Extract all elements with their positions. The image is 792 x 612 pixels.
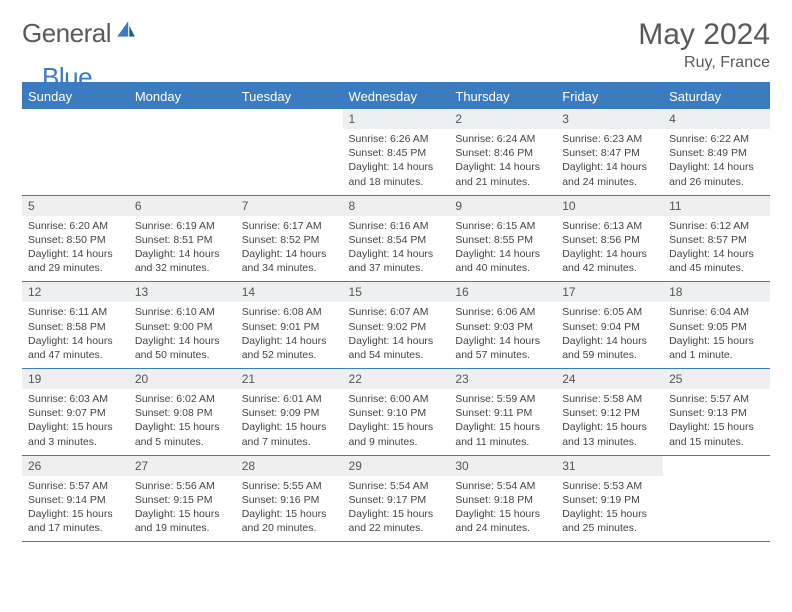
day-number-cell: 23 — [449, 369, 556, 390]
daynum-row: 567891011 — [22, 195, 770, 216]
day-detail-cell: Sunrise: 6:15 AMSunset: 8:55 PMDaylight:… — [449, 216, 556, 282]
sail-icon — [115, 19, 137, 41]
logo-text-b: Blue — [42, 62, 92, 93]
day-header: Friday — [556, 83, 663, 109]
day-number-cell: 16 — [449, 282, 556, 303]
title-block: May 2024 Ruy, France — [638, 18, 770, 72]
header: General May 2024 Ruy, France — [22, 18, 770, 72]
day-detail-cell: Sunrise: 6:26 AMSunset: 8:45 PMDaylight:… — [343, 129, 450, 195]
day-detail-cell: Sunrise: 5:59 AMSunset: 9:11 PMDaylight:… — [449, 389, 556, 455]
day-detail-cell: Sunrise: 6:17 AMSunset: 8:52 PMDaylight:… — [236, 216, 343, 282]
day-number-cell: 20 — [129, 369, 236, 390]
day-number-cell: 2 — [449, 109, 556, 129]
day-number-cell: 7 — [236, 195, 343, 216]
day-detail-cell: Sunrise: 6:19 AMSunset: 8:51 PMDaylight:… — [129, 216, 236, 282]
day-detail-cell: Sunrise: 5:58 AMSunset: 9:12 PMDaylight:… — [556, 389, 663, 455]
day-number-cell: 29 — [343, 455, 450, 476]
day-detail-cell: Sunrise: 6:08 AMSunset: 9:01 PMDaylight:… — [236, 302, 343, 368]
day-detail-cell: Sunrise: 5:55 AMSunset: 9:16 PMDaylight:… — [236, 476, 343, 542]
day-detail-cell: Sunrise: 6:02 AMSunset: 9:08 PMDaylight:… — [129, 389, 236, 455]
day-detail-cell: Sunrise: 5:54 AMSunset: 9:17 PMDaylight:… — [343, 476, 450, 542]
day-detail-cell: Sunrise: 6:00 AMSunset: 9:10 PMDaylight:… — [343, 389, 450, 455]
day-header: Tuesday — [236, 83, 343, 109]
day-number-cell: 31 — [556, 455, 663, 476]
day-number-cell: 3 — [556, 109, 663, 129]
day-number-cell: 5 — [22, 195, 129, 216]
day-detail-cell: Sunrise: 6:24 AMSunset: 8:46 PMDaylight:… — [449, 129, 556, 195]
day-number-cell: 18 — [663, 282, 770, 303]
detail-row: Sunrise: 6:03 AMSunset: 9:07 PMDaylight:… — [22, 389, 770, 455]
daynum-row: 12131415161718 — [22, 282, 770, 303]
day-number-cell: 9 — [449, 195, 556, 216]
day-number-cell — [129, 109, 236, 129]
day-number-cell: 28 — [236, 455, 343, 476]
day-number-cell: 11 — [663, 195, 770, 216]
day-header: Wednesday — [343, 83, 450, 109]
day-number-cell: 30 — [449, 455, 556, 476]
day-header-row: SundayMondayTuesdayWednesdayThursdayFrid… — [22, 83, 770, 109]
day-detail-cell: Sunrise: 6:22 AMSunset: 8:49 PMDaylight:… — [663, 129, 770, 195]
day-detail-cell: Sunrise: 6:12 AMSunset: 8:57 PMDaylight:… — [663, 216, 770, 282]
day-detail-cell: Sunrise: 6:05 AMSunset: 9:04 PMDaylight:… — [556, 302, 663, 368]
day-detail-cell — [663, 476, 770, 542]
day-detail-cell: Sunrise: 6:11 AMSunset: 8:58 PMDaylight:… — [22, 302, 129, 368]
day-number-cell — [236, 109, 343, 129]
day-detail-cell: Sunrise: 5:56 AMSunset: 9:15 PMDaylight:… — [129, 476, 236, 542]
day-header: Saturday — [663, 83, 770, 109]
daynum-row: 1234 — [22, 109, 770, 129]
day-header: Monday — [129, 83, 236, 109]
daynum-row: 19202122232425 — [22, 369, 770, 390]
day-number-cell: 25 — [663, 369, 770, 390]
day-number-cell: 17 — [556, 282, 663, 303]
day-number-cell: 27 — [129, 455, 236, 476]
day-detail-cell: Sunrise: 6:20 AMSunset: 8:50 PMDaylight:… — [22, 216, 129, 282]
day-detail-cell: Sunrise: 6:10 AMSunset: 9:00 PMDaylight:… — [129, 302, 236, 368]
day-number-cell: 13 — [129, 282, 236, 303]
day-number-cell: 6 — [129, 195, 236, 216]
day-detail-cell: Sunrise: 6:03 AMSunset: 9:07 PMDaylight:… — [22, 389, 129, 455]
logo-text-a: General — [22, 18, 111, 49]
day-number-cell — [22, 109, 129, 129]
day-detail-cell: Sunrise: 5:54 AMSunset: 9:18 PMDaylight:… — [449, 476, 556, 542]
detail-row: Sunrise: 6:26 AMSunset: 8:45 PMDaylight:… — [22, 129, 770, 195]
day-number-cell — [663, 455, 770, 476]
calendar-table: SundayMondayTuesdayWednesdayThursdayFrid… — [22, 82, 770, 542]
day-detail-cell: Sunrise: 6:01 AMSunset: 9:09 PMDaylight:… — [236, 389, 343, 455]
day-number-cell: 14 — [236, 282, 343, 303]
day-number-cell: 22 — [343, 369, 450, 390]
detail-row: Sunrise: 6:11 AMSunset: 8:58 PMDaylight:… — [22, 302, 770, 368]
day-detail-cell: Sunrise: 6:04 AMSunset: 9:05 PMDaylight:… — [663, 302, 770, 368]
detail-row: Sunrise: 6:20 AMSunset: 8:50 PMDaylight:… — [22, 216, 770, 282]
day-detail-cell: Sunrise: 6:07 AMSunset: 9:02 PMDaylight:… — [343, 302, 450, 368]
day-detail-cell — [129, 129, 236, 195]
month-title: May 2024 — [638, 18, 770, 52]
day-detail-cell — [236, 129, 343, 195]
day-number-cell: 4 — [663, 109, 770, 129]
logo: General — [22, 18, 139, 49]
day-detail-cell: Sunrise: 5:57 AMSunset: 9:14 PMDaylight:… — [22, 476, 129, 542]
daynum-row: 262728293031 — [22, 455, 770, 476]
day-number-cell: 10 — [556, 195, 663, 216]
day-number-cell: 19 — [22, 369, 129, 390]
day-number-cell: 24 — [556, 369, 663, 390]
day-detail-cell — [22, 129, 129, 195]
day-header: Thursday — [449, 83, 556, 109]
day-number-cell: 15 — [343, 282, 450, 303]
day-detail-cell: Sunrise: 6:16 AMSunset: 8:54 PMDaylight:… — [343, 216, 450, 282]
day-detail-cell: Sunrise: 5:57 AMSunset: 9:13 PMDaylight:… — [663, 389, 770, 455]
detail-row: Sunrise: 5:57 AMSunset: 9:14 PMDaylight:… — [22, 476, 770, 542]
day-number-cell: 21 — [236, 369, 343, 390]
day-detail-cell: Sunrise: 6:06 AMSunset: 9:03 PMDaylight:… — [449, 302, 556, 368]
day-number-cell: 12 — [22, 282, 129, 303]
day-detail-cell: Sunrise: 6:13 AMSunset: 8:56 PMDaylight:… — [556, 216, 663, 282]
day-detail-cell: Sunrise: 5:53 AMSunset: 9:19 PMDaylight:… — [556, 476, 663, 542]
day-number-cell: 26 — [22, 455, 129, 476]
day-detail-cell: Sunrise: 6:23 AMSunset: 8:47 PMDaylight:… — [556, 129, 663, 195]
day-number-cell: 8 — [343, 195, 450, 216]
location: Ruy, France — [638, 54, 770, 72]
day-number-cell: 1 — [343, 109, 450, 129]
